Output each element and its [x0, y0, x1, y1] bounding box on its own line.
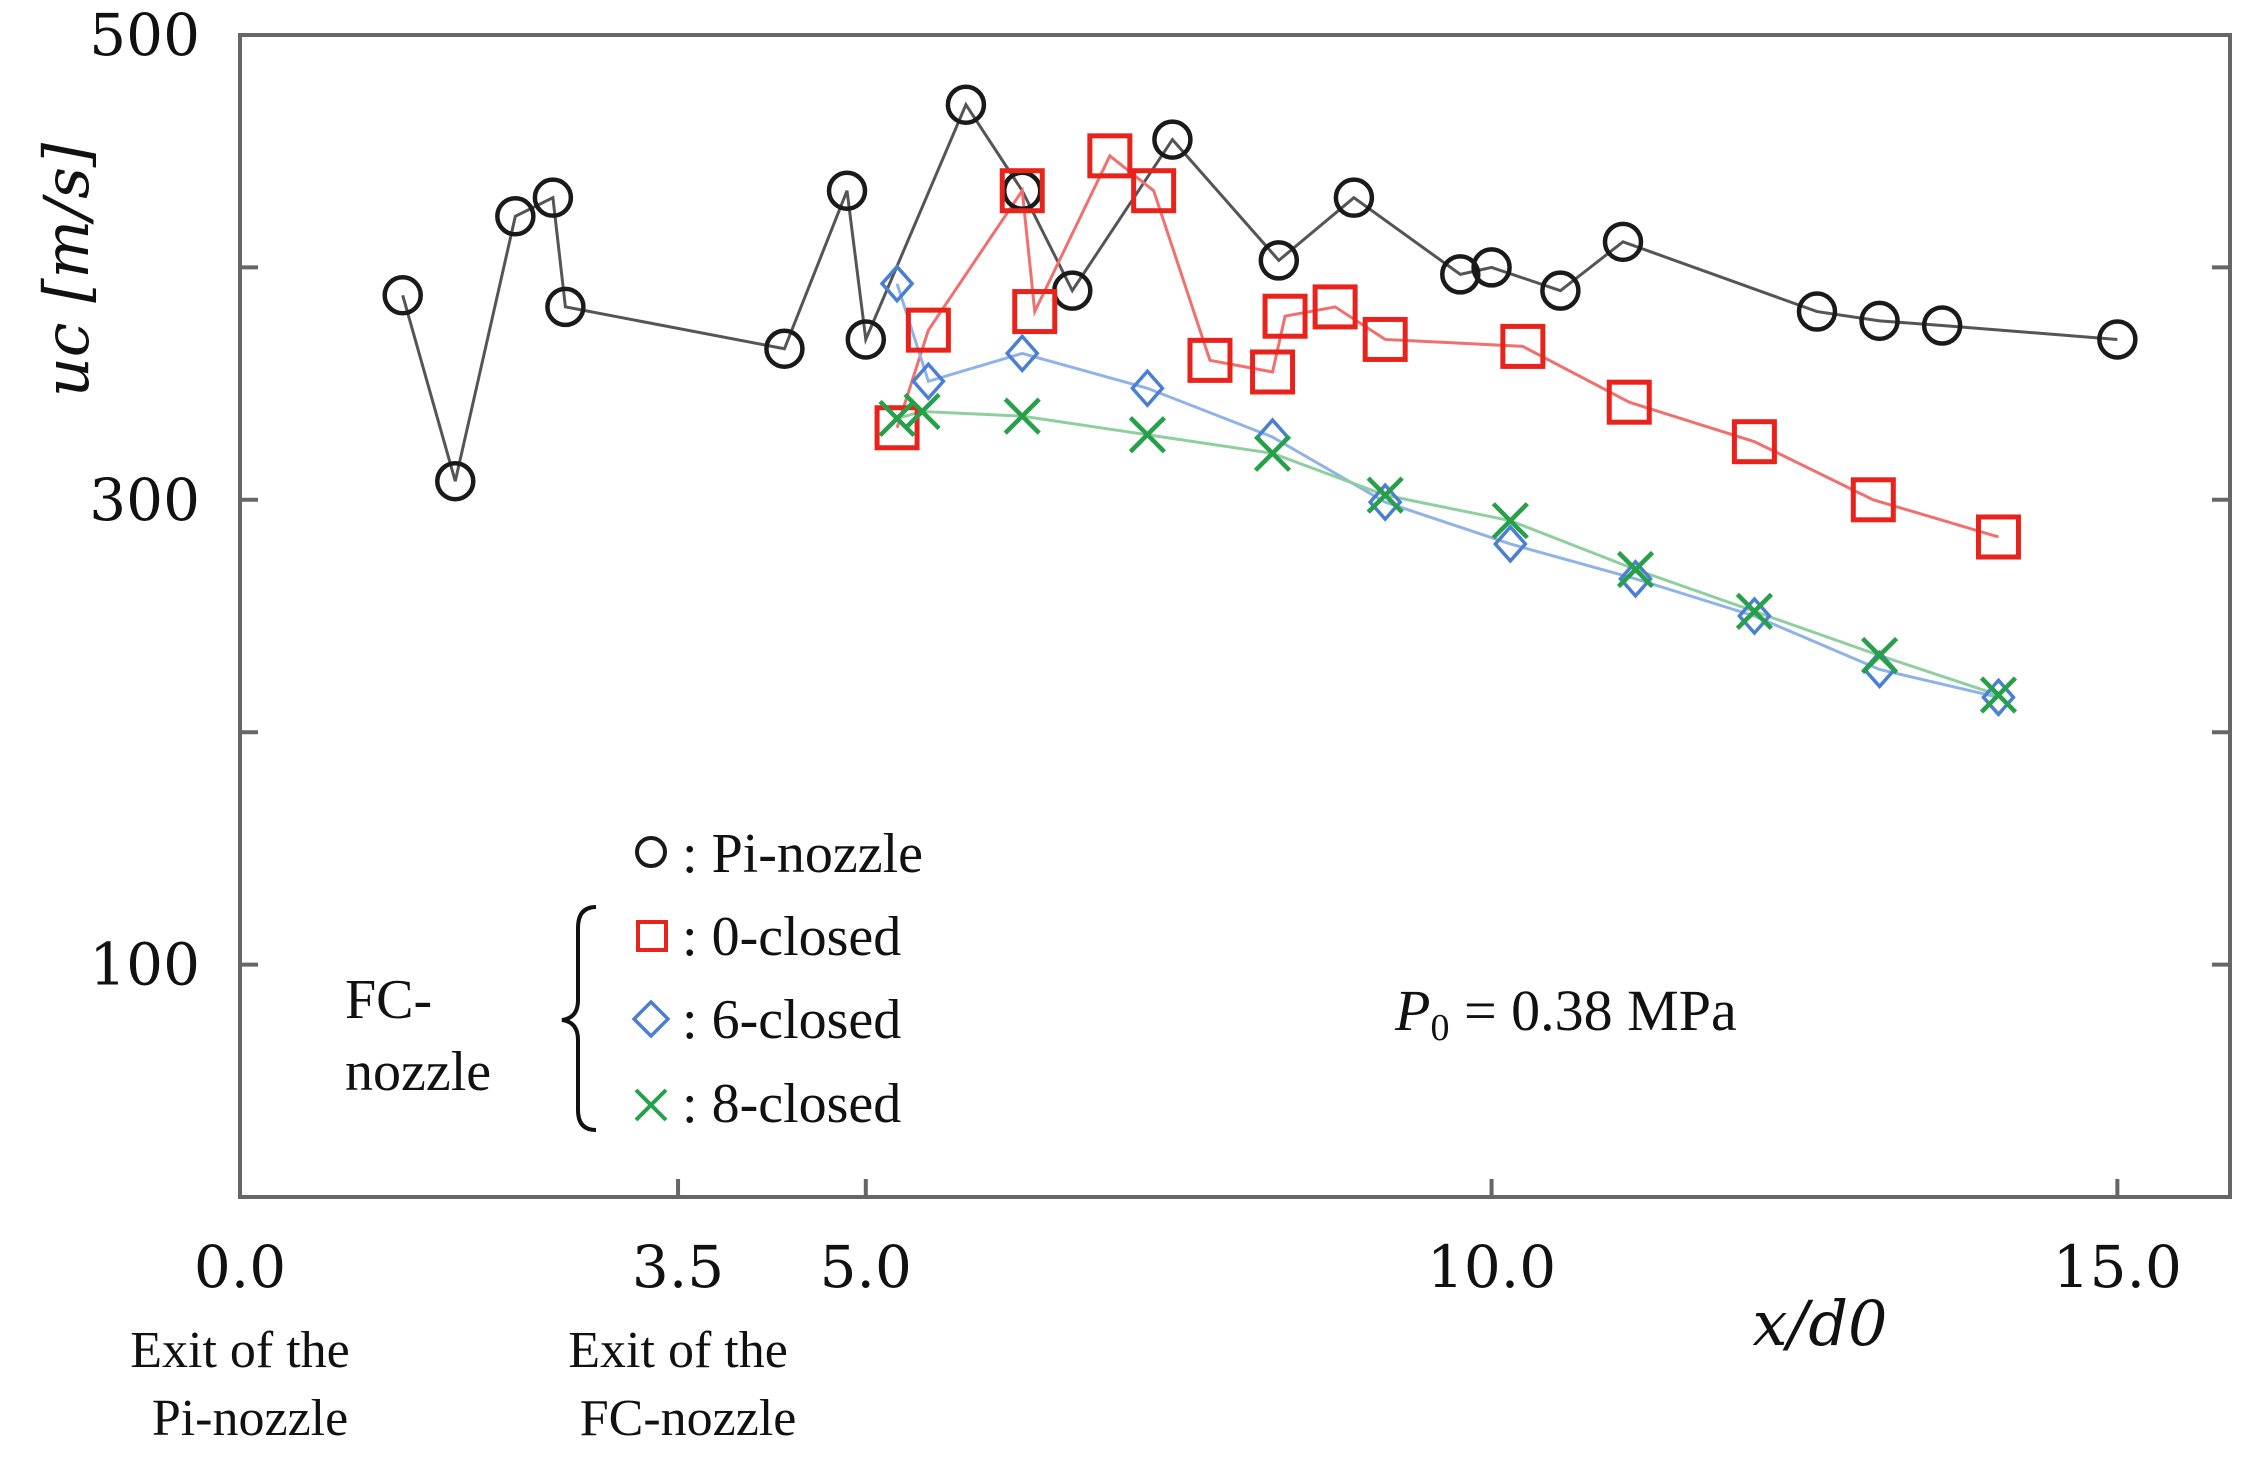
y-axis-title: uc [m/s]: [30, 142, 103, 397]
data-point-circle: [1796, 291, 1838, 332]
legend-group-label-line1: FC-: [345, 969, 432, 1031]
x-note-line: Pi-nozzle: [152, 1390, 348, 1447]
data-point-circle: [2097, 319, 2138, 360]
legend-label-6-closed: : 6-closed: [682, 989, 901, 1051]
data-point-circle: [1471, 247, 1512, 288]
data-point-diamond: [1737, 596, 1772, 636]
data-point-square: [1975, 514, 2021, 560]
series-line-0-closed: [895, 153, 1999, 539]
data-point-square: [1087, 133, 1133, 179]
data-point-square: [999, 168, 1045, 214]
data-point-circle: [1859, 300, 1900, 342]
data-point-square: [1850, 477, 1896, 523]
data-point-square: [1012, 289, 1058, 335]
axes-frame-group: [238, 33, 2232, 1199]
data-point-circle: [495, 196, 536, 237]
data-point-circle: [1921, 305, 1963, 346]
data-point-diamond: [1618, 559, 1653, 599]
data-point-square: [1187, 337, 1233, 383]
x-axis-title: x/d0: [1753, 1287, 1888, 1360]
y-tick-label: 500: [89, 1, 200, 69]
data-point-circle: [1258, 240, 1300, 281]
x-tick-label: 15.0: [2053, 1233, 2182, 1301]
x-note-line: FC-nozzle: [580, 1390, 797, 1447]
series-line-8-closed: [896, 409, 1999, 697]
data-point-square: [905, 307, 951, 353]
data-point-cross: [878, 399, 916, 438]
y-tick-label: 100: [89, 931, 200, 999]
data-point-square: [1500, 323, 1546, 369]
pressure-annotation: P0 = 0.38 MPa: [1394, 978, 1737, 1049]
text-group: 100 300 500 0.0 3.5 5.0 10.0 15.0 Exit of the Pi-…: [30, 1, 2182, 1447]
legend: : Pi-nozzle : 0-closed : 6-closed : 8-cl…: [345, 823, 923, 1135]
data-point-diamond: [1981, 677, 2016, 717]
data-point-square: [1312, 284, 1358, 330]
series-group: [382, 84, 2138, 717]
data-point-cross: [903, 392, 941, 431]
legend-label-8-closed: : 8-closed: [682, 1073, 901, 1135]
legend-marker-6-closed: [631, 999, 671, 1039]
data-point-square: [874, 405, 920, 451]
x-note-line: Exit of the: [568, 1322, 788, 1379]
data-point-cross: [1253, 434, 1292, 472]
data-point-diamond: [911, 361, 946, 401]
legend-marker-8-closed: [634, 1088, 668, 1122]
series-line-6-closed: [895, 283, 1999, 699]
data-point-diamond: [1367, 482, 1403, 522]
data-point-circle: [1602, 221, 1644, 263]
legend-label-0-closed: : 0-closed: [682, 906, 901, 968]
data-point-square: [1362, 316, 1408, 362]
data-point-cross: [1979, 676, 2018, 714]
data-point-circle: [945, 84, 987, 125]
x-note-line: Exit of the: [130, 1322, 350, 1379]
data-point-circle: [826, 170, 868, 211]
data-point-circle: [1152, 119, 1193, 160]
legend-marker-0-closed: [636, 920, 668, 952]
x-tick-label: 0.0: [194, 1233, 286, 1301]
data-point-circle: [1333, 177, 1375, 218]
data-point-circle: [1440, 254, 1481, 295]
data-point-circle: [532, 177, 574, 218]
data-point-cross: [1860, 636, 1899, 675]
series-line-pi-nozzle: [401, 101, 2118, 482]
data-point-diamond: [1130, 368, 1165, 408]
data-point-diamond: [879, 264, 915, 304]
legend-label-pi-nozzle: : Pi-nozzle: [682, 823, 923, 885]
data-point-diamond: [1004, 333, 1040, 374]
data-point-cross: [1128, 416, 1166, 454]
y-tick-label: 300: [89, 466, 200, 534]
data-point-cross: [1616, 550, 1655, 589]
data-point-circle: [1540, 270, 1581, 311]
data-point-cross: [1366, 476, 1404, 514]
data-point-cross: [1735, 592, 1773, 630]
data-point-circle: [764, 328, 805, 369]
data-point-square: [1262, 293, 1308, 339]
data-point-cross: [1003, 397, 1041, 435]
data-point-cross: [1491, 502, 1529, 540]
data-point-diamond: [1493, 524, 1528, 564]
x-tick-label: 10.0: [1427, 1233, 1556, 1301]
data-point-square: [1250, 349, 1296, 395]
legend-brace: [561, 905, 597, 1132]
data-point-circle: [435, 460, 476, 502]
data-point-circle: [382, 275, 423, 316]
data-point-circle: [545, 286, 586, 328]
data-point-circle: [845, 319, 887, 360]
data-point-square: [1131, 168, 1177, 214]
legend-marker-pi-nozzle: [635, 836, 667, 868]
x-tick-label: 5.0: [820, 1233, 912, 1301]
plot-frame: [238, 33, 2232, 1199]
legend-group-label-line2: nozzle: [345, 1041, 491, 1103]
data-point-square: [1606, 379, 1652, 425]
data-point-square: [1731, 419, 1777, 465]
x-tick-label: 3.5: [632, 1233, 724, 1301]
